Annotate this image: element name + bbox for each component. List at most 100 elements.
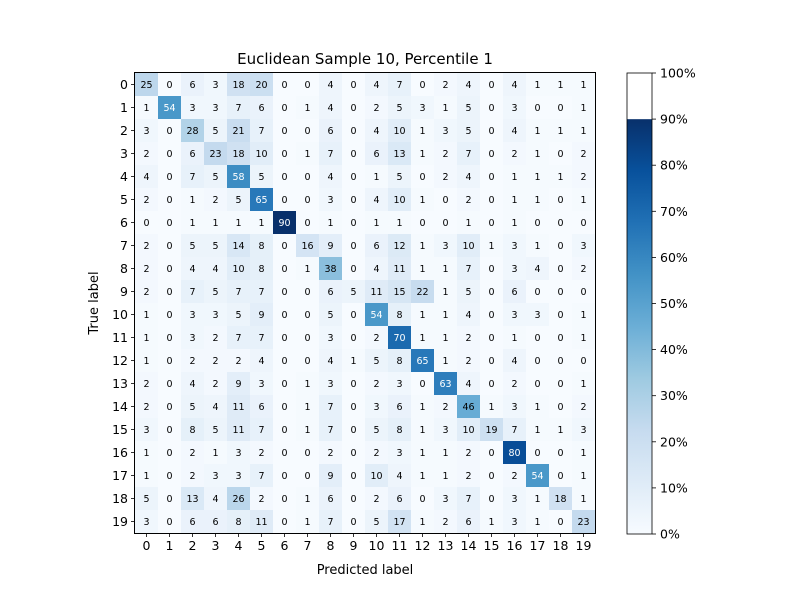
heatmap-cell	[273, 487, 297, 511]
heatmap-cell	[457, 395, 481, 419]
heatmap-cell	[503, 188, 527, 212]
cell-value-label: 1	[189, 218, 195, 229]
y-tick-label: 18	[112, 491, 128, 506]
heatmap-cell	[342, 464, 366, 488]
heatmap-cell	[503, 234, 527, 258]
cell-value-label: 13	[186, 494, 198, 505]
cell-value-label: 5	[235, 195, 241, 206]
cell-value-label: 19	[485, 425, 497, 436]
heatmap-cell	[204, 188, 228, 212]
heatmap-cell	[457, 372, 481, 396]
cell-value-label: 3	[511, 310, 517, 321]
heatmap-cell	[480, 280, 504, 304]
cell-value-label: 3	[258, 379, 264, 390]
cell-value-label: 0	[350, 126, 356, 137]
heatmap-cell	[526, 96, 550, 120]
cell-value-label: 0	[534, 448, 540, 459]
heatmap-cell	[250, 211, 274, 235]
heatmap-cell	[572, 487, 596, 511]
cell-value-label: 9	[327, 241, 333, 252]
cell-value-label: 2	[143, 379, 149, 390]
cell-value-label: 1	[419, 310, 425, 321]
cell-value-label: 1	[557, 126, 563, 137]
cell-value-label: 0	[534, 218, 540, 229]
cell-value-label: 1	[557, 172, 563, 183]
cell-value-label: 1	[419, 448, 425, 459]
heatmap-cell	[135, 418, 159, 442]
cell-value-label: 1	[580, 494, 586, 505]
colorbar-gradient	[627, 119, 652, 534]
cell-value-label: 1	[534, 494, 540, 505]
cell-value-label: 1	[419, 126, 425, 137]
heatmap-cell	[388, 326, 412, 350]
heatmap-cell	[503, 73, 527, 97]
heatmap-cell	[503, 418, 527, 442]
heatmap-cell	[365, 257, 389, 281]
cell-value-label: 0	[488, 149, 494, 160]
heatmap-cell	[388, 441, 412, 465]
heatmap-cell	[181, 188, 205, 212]
cell-value-label: 8	[258, 241, 264, 252]
x-tick-label: 14	[461, 538, 477, 553]
cell-value-label: 13	[393, 149, 405, 160]
cell-value-label: 4	[327, 356, 333, 367]
heatmap-cell	[526, 142, 550, 166]
x-tick-label: 19	[576, 538, 592, 553]
cell-value-label: 0	[166, 264, 172, 275]
heatmap-cell	[572, 303, 596, 327]
heatmap-cell	[135, 326, 159, 350]
cell-value-label: 0	[557, 218, 563, 229]
cell-value-label: 38	[324, 264, 336, 275]
heatmap-cell	[181, 165, 205, 189]
heatmap-cell	[434, 142, 458, 166]
cell-value-label: 0	[166, 425, 172, 436]
cell-value-label: 1	[511, 195, 517, 206]
cell-value-label: 2	[373, 103, 379, 114]
cell-value-label: 90	[278, 218, 290, 229]
cell-value-label: 3	[327, 195, 333, 206]
cell-value-label: 0	[557, 310, 563, 321]
cell-value-label: 7	[258, 471, 264, 482]
cell-value-label: 25	[140, 80, 152, 91]
cell-value-label: 6	[258, 402, 264, 413]
cell-value-label: 18	[232, 149, 244, 160]
cell-value-label: 0	[166, 333, 172, 344]
cell-value-label: 11	[393, 264, 405, 275]
heatmap-cell	[158, 487, 182, 511]
cell-value-label: 3	[511, 241, 517, 252]
cell-value-label: 1	[304, 149, 310, 160]
cell-value-label: 0	[281, 149, 287, 160]
x-tick-label: 18	[553, 538, 569, 553]
cell-value-label: 0	[166, 218, 172, 229]
heatmap-cell	[411, 96, 435, 120]
heatmap-cell	[572, 188, 596, 212]
heatmap-cell	[411, 119, 435, 143]
cell-value-label: 0	[557, 149, 563, 160]
x-tick-label: 7	[304, 538, 312, 553]
cell-value-label: 2	[442, 149, 448, 160]
cell-value-label: 15	[393, 287, 405, 298]
heatmap-cell	[480, 303, 504, 327]
cell-value-label: 0	[166, 379, 172, 390]
x-tick-label: 9	[350, 538, 358, 553]
heatmap-cell	[227, 119, 251, 143]
heatmap-cell	[503, 211, 527, 235]
heatmap-cell	[526, 234, 550, 258]
cell-value-label: 0	[557, 517, 563, 528]
heatmap-cell	[411, 395, 435, 419]
cell-value-label: 3	[442, 494, 448, 505]
cell-value-label: 3	[511, 103, 517, 114]
heatmap-cell	[503, 142, 527, 166]
y-tick-label: 10	[112, 307, 128, 322]
heatmap-cell	[181, 510, 205, 534]
x-axis-ticks: 0 1 2 3 4 5 6 7 8 9 10 11 12 13 14 15 16 17 18 19	[143, 533, 592, 553]
cell-value-label: 0	[304, 80, 310, 91]
cell-value-label: 4	[511, 80, 517, 91]
heatmap-cell	[572, 73, 596, 97]
heatmap-cell	[158, 510, 182, 534]
cell-value-label: 1	[419, 517, 425, 528]
heatmap-cell	[572, 372, 596, 396]
cell-value-label: 1	[534, 241, 540, 252]
cell-value-label: 0	[350, 494, 356, 505]
heatmap-cell	[549, 303, 573, 327]
